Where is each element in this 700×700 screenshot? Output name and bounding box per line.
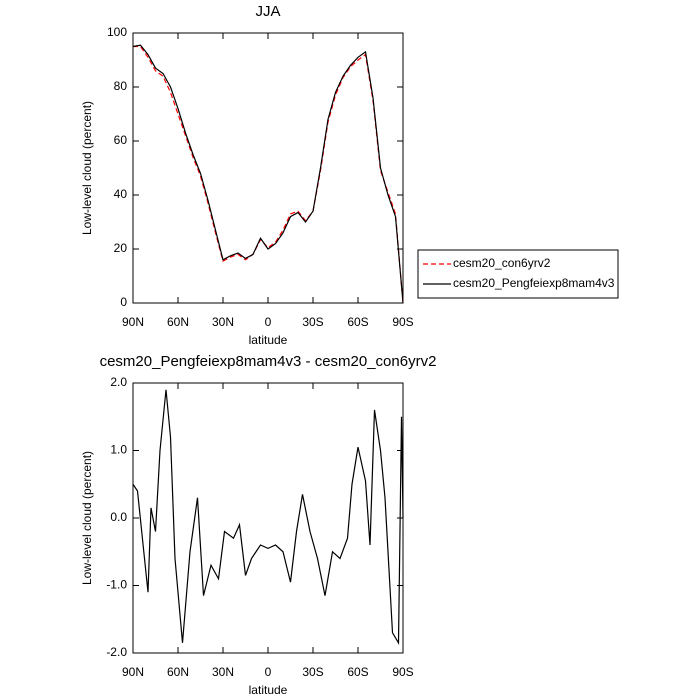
y-tick-label: 0 <box>120 295 127 309</box>
y-tick-label: 100 <box>107 25 127 39</box>
chart-title: cesm20_Pengfeiexp8mam4v3 - cesm20_con6yr… <box>100 353 437 370</box>
data-line <box>133 45 404 304</box>
plot-frame <box>132 32 404 304</box>
x-tick-label: 60N <box>167 665 189 679</box>
y-tick-label: 80 <box>114 79 128 93</box>
x-tick-label: 90N <box>122 665 144 679</box>
x-tick-label: 60S <box>347 665 368 679</box>
y-tick-label: 40 <box>114 187 128 201</box>
y-tick-label: -1.0 <box>106 578 127 592</box>
y-tick-label: 2.0 <box>110 375 127 389</box>
y-tick-label: 60 <box>114 133 128 147</box>
x-tick-label: 90S <box>392 665 413 679</box>
data-line <box>132 389 404 646</box>
x-tick-label: 60S <box>347 315 368 329</box>
legend-box <box>417 249 619 299</box>
y-tick-label: 0.0 <box>110 510 127 524</box>
y-axis-label: Low-level cloud (percent) <box>80 101 94 235</box>
y-tick-label: 1.0 <box>110 443 127 457</box>
y-tick-label: -2.0 <box>106 645 127 659</box>
chart-title: JJA <box>255 3 280 20</box>
x-tick-label: 30N <box>212 665 234 679</box>
legend-label: cesm20_con6yrv2 <box>453 256 551 270</box>
x-tick-label: 60N <box>167 315 189 329</box>
x-tick-label: 30S <box>302 315 323 329</box>
x-tick-label: 30S <box>302 665 323 679</box>
x-tick-label: 30N <box>212 315 234 329</box>
y-tick-label: 20 <box>114 241 128 255</box>
x-axis-label: latitude <box>249 683 288 697</box>
x-axis-label: latitude <box>249 333 288 347</box>
y-axis-label: Low-level cloud (percent) <box>80 451 94 585</box>
x-tick-label: 90S <box>392 315 413 329</box>
x-tick-label: 90N <box>122 315 144 329</box>
legend-label: cesm20_Pengfeiexp8mam4v3 <box>453 276 615 290</box>
x-tick-label: 0 <box>265 665 272 679</box>
data-line <box>132 44 404 304</box>
x-tick-label: 0 <box>265 315 272 329</box>
